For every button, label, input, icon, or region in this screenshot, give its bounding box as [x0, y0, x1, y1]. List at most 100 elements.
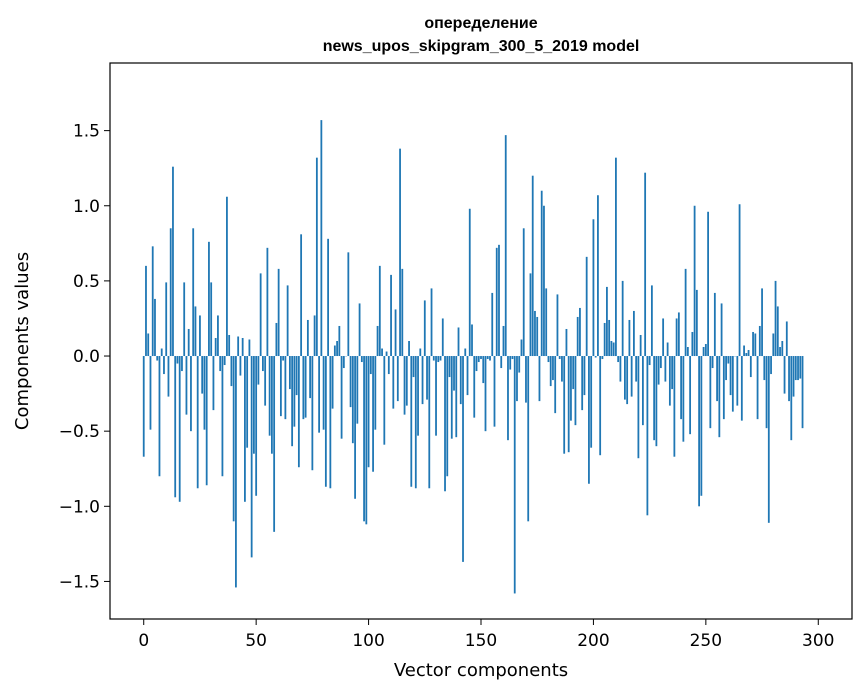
- bar: [160, 348, 163, 357]
- bar: [214, 337, 217, 357]
- bar: [534, 310, 536, 357]
- bar: [174, 356, 177, 498]
- bar: [219, 356, 222, 372]
- bar: [196, 356, 199, 489]
- bar: [250, 356, 253, 558]
- bar: [484, 356, 487, 432]
- bar: [453, 356, 455, 391]
- bar: [284, 356, 287, 420]
- bar: [794, 356, 797, 381]
- bar: [437, 356, 440, 363]
- bar: [342, 356, 345, 369]
- bar: [572, 356, 575, 390]
- bar: [455, 356, 458, 438]
- bar: [457, 327, 460, 357]
- y-tick-label: 1.5: [73, 122, 100, 142]
- bar: [538, 356, 541, 402]
- bar: [277, 268, 280, 357]
- bar: [520, 339, 523, 357]
- bar: [145, 265, 147, 357]
- bar: [239, 356, 242, 376]
- bar: [601, 356, 604, 360]
- bar: [736, 356, 739, 406]
- bar: [720, 303, 723, 357]
- bar: [552, 356, 554, 381]
- bar: [677, 312, 680, 357]
- bar: [500, 356, 503, 369]
- bar: [331, 356, 334, 409]
- bar: [163, 356, 165, 375]
- bar: [536, 316, 539, 357]
- bar: [232, 356, 235, 522]
- x-tick-label: 300: [802, 631, 834, 651]
- bar: [788, 356, 790, 402]
- bar: [549, 356, 552, 387]
- bar: [273, 356, 276, 532]
- bar: [606, 286, 608, 357]
- bar: [583, 356, 586, 396]
- bar: [774, 280, 777, 357]
- bar: [176, 356, 179, 364]
- bar: [585, 256, 588, 357]
- chart-title: опеределение: [424, 15, 537, 32]
- bar: [722, 356, 725, 420]
- bar: [172, 166, 174, 357]
- bar: [385, 351, 388, 357]
- bar: [208, 241, 210, 357]
- bar: [241, 337, 244, 357]
- bar: [369, 356, 372, 375]
- bar: [776, 306, 779, 357]
- plot-frame: [109, 62, 853, 620]
- bar: [579, 307, 581, 357]
- bar: [743, 345, 745, 357]
- bar: [682, 356, 685, 442]
- x-tick-label: 150: [465, 631, 497, 651]
- bar: [745, 353, 748, 357]
- bar: [417, 356, 419, 436]
- bar: [574, 356, 577, 426]
- bar: [192, 228, 195, 357]
- bar: [340, 356, 343, 439]
- bar: [801, 356, 804, 429]
- bar: [142, 356, 145, 457]
- bar: [711, 356, 714, 369]
- bar: [313, 315, 316, 357]
- bar: [228, 334, 231, 357]
- bar: [626, 356, 629, 405]
- bar: [423, 300, 426, 357]
- bar: [187, 328, 190, 357]
- bar: [428, 356, 431, 489]
- bar: [210, 282, 213, 357]
- bar: [504, 135, 507, 357]
- bar: [747, 350, 750, 357]
- bar: [412, 356, 415, 378]
- bar: [329, 356, 332, 489]
- bar: [540, 190, 543, 357]
- bar: [354, 356, 356, 499]
- bar: [707, 211, 709, 357]
- bar: [491, 292, 494, 357]
- bar: [147, 333, 150, 357]
- bar: [255, 356, 258, 496]
- bar: [531, 175, 534, 357]
- bar: [288, 356, 291, 390]
- bar: [468, 208, 471, 357]
- y-tick-label: 1.0: [73, 197, 100, 217]
- chart-subtitle: news_upos_skipgram_300_5_2019 model: [323, 38, 640, 55]
- bar: [513, 356, 516, 594]
- bar: [190, 356, 192, 432]
- bar: [567, 356, 570, 453]
- bar: [266, 247, 269, 357]
- bar: [338, 325, 341, 357]
- bar: [462, 356, 464, 562]
- bar: [752, 331, 754, 357]
- bar: [659, 356, 662, 369]
- bar: [358, 303, 361, 357]
- bar: [414, 356, 417, 489]
- bar: [790, 356, 793, 441]
- bar: [365, 356, 368, 525]
- bar: [396, 356, 399, 402]
- bar: [253, 356, 255, 454]
- bar: [482, 356, 485, 384]
- bar: [686, 347, 689, 357]
